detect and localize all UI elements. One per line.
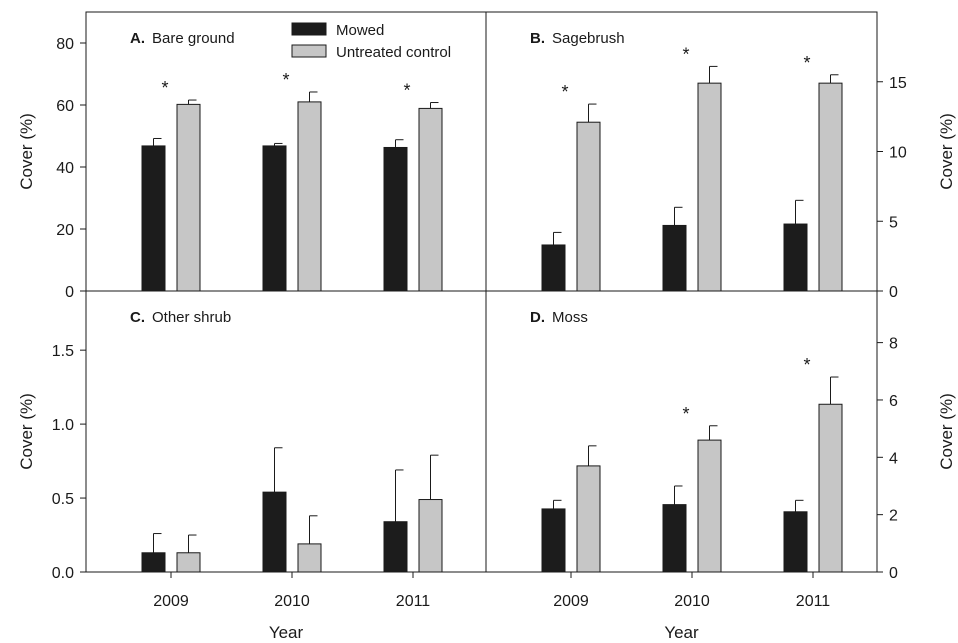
bar-control-2010 [297, 543, 322, 573]
panel-title: Sagebrush [552, 30, 625, 47]
y-axis-label: Cover (%) [937, 393, 956, 470]
legend-label-control: Untreated control [336, 44, 451, 61]
bar-mowed-2009 [141, 145, 166, 292]
y-tick-label: 4 [889, 450, 898, 467]
bar-mowed-2009 [541, 508, 566, 573]
y-tick-label: 10 [889, 145, 907, 162]
x-tick-label: 2011 [396, 593, 431, 610]
panel-3 [80, 349, 443, 578]
panel-letter: A. [130, 30, 145, 47]
bar-control-2011 [418, 499, 443, 573]
panel-1 [80, 42, 443, 292]
y-tick-label: 2 [889, 508, 898, 525]
bar-control-2009 [176, 552, 201, 573]
bar-mowed-2010 [662, 224, 687, 292]
panel-letter: D. [530, 309, 545, 326]
panel-title: Bare ground [152, 30, 235, 47]
bar-mowed-2011 [783, 511, 808, 573]
y-tick-label: 0 [65, 284, 74, 301]
y-axis-label: Cover (%) [937, 113, 956, 190]
outer-frame [85, 11, 878, 573]
panel-title: Other shrub [152, 309, 231, 326]
x-tick-label: 2009 [153, 593, 189, 610]
bar-control-2011 [418, 107, 443, 292]
y-tick-label: 20 [56, 222, 74, 239]
x-axis-label: Year [664, 623, 699, 642]
y-tick-label: 0.0 [52, 565, 74, 582]
x-axis-label: Year [269, 623, 304, 642]
significance-marker-2011: * [403, 81, 410, 101]
y-tick-label: 40 [56, 160, 74, 177]
significance-marker-2010: * [282, 70, 289, 90]
y-tick-label: 8 [889, 336, 898, 353]
bar-control-2010 [297, 101, 322, 292]
x-tick-label: 2011 [796, 593, 831, 610]
legend-swatch-control [291, 44, 327, 58]
bar-control-2009 [176, 103, 201, 292]
panel-title: Moss [552, 309, 588, 326]
y-tick-label: 80 [56, 36, 74, 53]
y-tick-label: 5 [889, 214, 898, 231]
y-tick-label: 15 [889, 75, 907, 92]
y-axis-label: Cover (%) [17, 113, 36, 190]
bar-mowed-2011 [383, 521, 408, 573]
panel-2 [541, 65, 883, 292]
significance-marker-2009: * [561, 82, 568, 102]
panel-4 [541, 342, 883, 578]
significance-marker-2011: * [803, 355, 810, 375]
legend-swatch-mowed [291, 22, 327, 36]
y-tick-label: 60 [56, 98, 74, 115]
legend-label-mowed: Mowed [336, 22, 384, 39]
significance-marker-2010: * [682, 44, 689, 64]
bar-mowed-2010 [262, 145, 287, 292]
panel-letter: B. [530, 30, 545, 47]
bar-control-2010 [697, 439, 722, 573]
panel-letter: C. [130, 309, 145, 326]
bar-mowed-2009 [541, 244, 566, 292]
y-tick-label: 0.5 [52, 491, 74, 508]
bar-control-2009 [576, 465, 601, 573]
bar-mowed-2010 [662, 504, 687, 573]
x-tick-label: 2009 [553, 593, 589, 610]
bar-control-2011 [818, 82, 843, 292]
x-tick-label: 2010 [674, 593, 710, 610]
y-axis-label: Cover (%) [17, 393, 36, 470]
y-tick-label: 0 [889, 284, 898, 301]
bar-mowed-2011 [783, 223, 808, 292]
bar-control-2009 [576, 121, 601, 292]
y-tick-label: 1.0 [52, 417, 74, 434]
significance-marker-2009: * [161, 78, 168, 98]
y-tick-label: 6 [889, 393, 898, 410]
y-tick-label: 1.5 [52, 343, 74, 360]
significance-marker-2011: * [803, 53, 810, 73]
x-tick-label: 2010 [274, 593, 310, 610]
significance-marker-2010: * [682, 404, 689, 424]
bar-control-2011 [818, 403, 843, 573]
bar-control-2010 [697, 82, 722, 292]
bar-mowed-2011 [383, 146, 408, 292]
y-tick-label: 0 [889, 565, 898, 582]
bar-mowed-2010 [262, 491, 287, 573]
bar-mowed-2009 [141, 552, 166, 573]
